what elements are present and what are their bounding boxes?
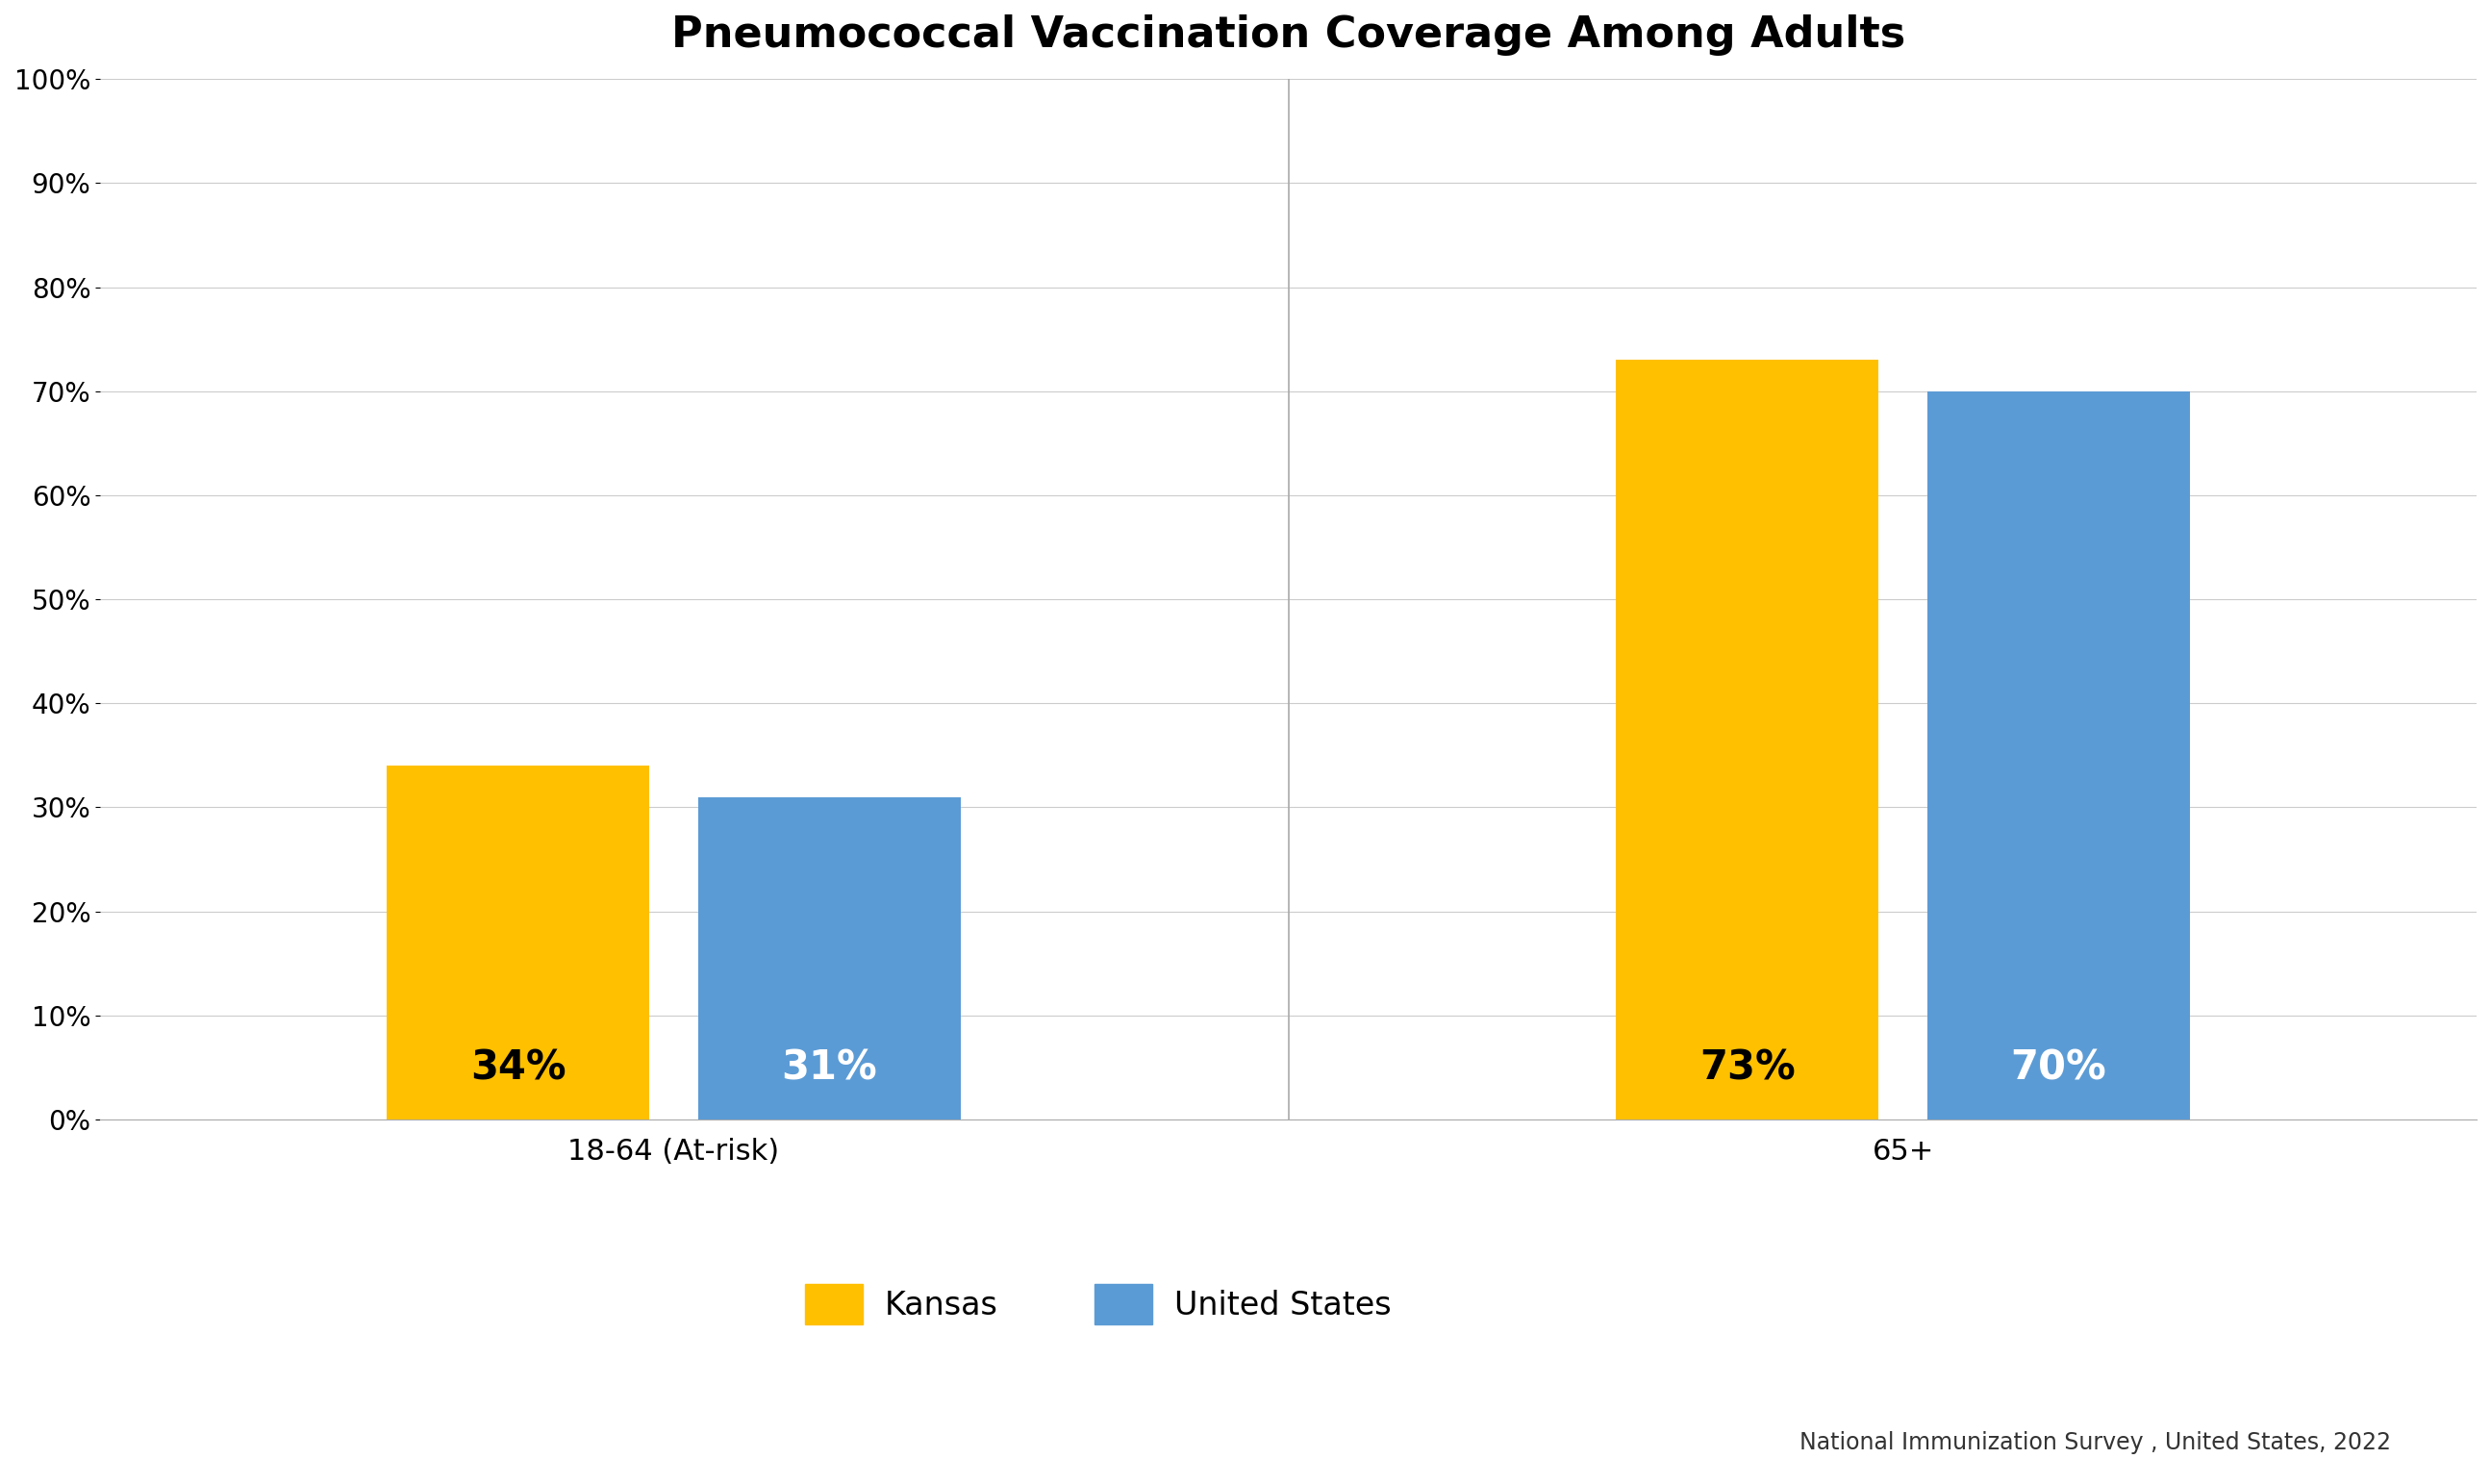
Bar [697, 797, 962, 1119]
Text: 31%: 31% [782, 1048, 877, 1088]
Text: 70%: 70% [2010, 1048, 2107, 1088]
Text: National Immunization Survey , United States, 2022: National Immunization Survey , United St… [1801, 1431, 2391, 1454]
Text: 73%: 73% [1699, 1048, 1796, 1088]
Text: 34%: 34% [471, 1048, 565, 1088]
Bar [1928, 392, 2190, 1119]
Bar [386, 766, 650, 1119]
Legend: Kansas, United States: Kansas, United States [792, 1270, 1405, 1337]
Title: Pneumococcal Vaccination Coverage Among Adults: Pneumococcal Vaccination Coverage Among … [670, 15, 1906, 56]
Bar [1617, 361, 1878, 1119]
